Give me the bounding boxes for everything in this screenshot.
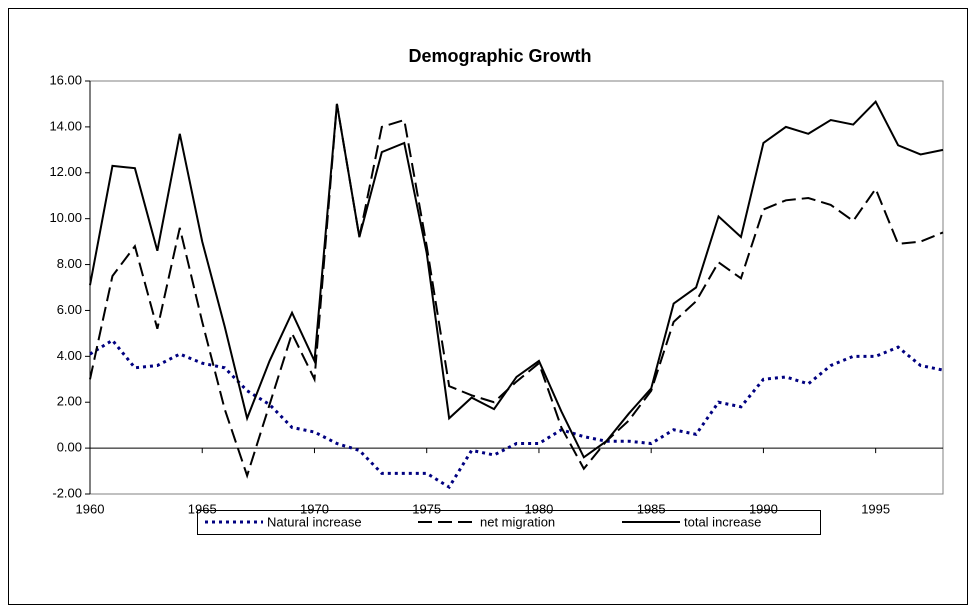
legend-label: Natural increase: [267, 514, 362, 529]
x-tick-label: 1985: [637, 501, 666, 516]
y-tick-label: 12.00: [49, 164, 82, 179]
y-tick-label: 0.00: [57, 440, 82, 455]
plot-area: [89, 80, 944, 495]
x-tick-label: 1990: [749, 501, 778, 516]
x-tick-label: 1995: [861, 501, 890, 516]
y-tick-label: 4.00: [57, 348, 82, 363]
y-tick-label: 16.00: [49, 72, 82, 87]
chart-title: Demographic Growth: [408, 46, 591, 66]
x-tick-label: 1970: [300, 501, 329, 516]
x-tick-label: 1975: [412, 501, 441, 516]
x-tick-label: 1965: [188, 501, 217, 516]
y-tick-label: 8.00: [57, 256, 82, 271]
y-tick-label: 14.00: [49, 118, 82, 133]
y-tick-label: 6.00: [57, 302, 82, 317]
x-tick-label: 1980: [524, 501, 553, 516]
series-line: [89, 99, 944, 459]
y-tick-label: -2.00: [52, 485, 82, 500]
x-tick-label: 1960: [76, 501, 105, 516]
legend-box: [197, 510, 821, 535]
legend-label: total increase: [684, 514, 761, 529]
series-line: [89, 103, 944, 479]
y-tick-label: 2.00: [57, 394, 82, 409]
legend-label: net migration: [480, 514, 555, 529]
series-line: [89, 338, 944, 490]
y-tick-label: 10.00: [49, 210, 82, 225]
